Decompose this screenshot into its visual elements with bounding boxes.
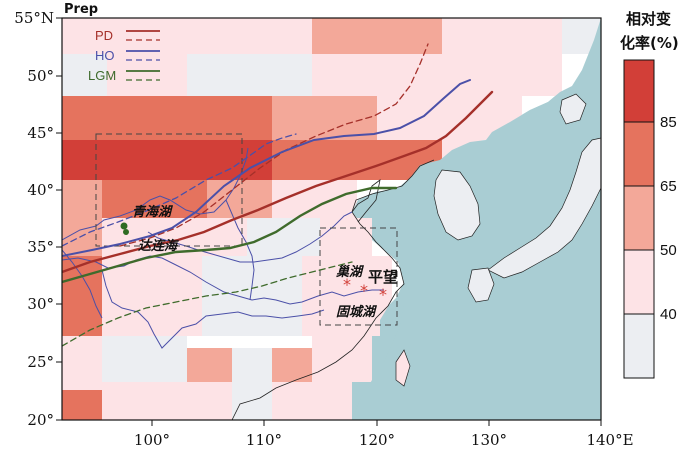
colorbar-label: 85: [660, 114, 677, 131]
lgm-solid-line: [62, 186, 398, 284]
label-dalianhai: 达连海: [138, 238, 179, 254]
qinghai-lake-marker: [120, 222, 128, 230]
lat-tick: 40°: [27, 181, 54, 199]
label-qinghai-lake: 青海湖: [132, 204, 174, 220]
lon-tick: 100°: [134, 431, 170, 449]
label-chaohu: 巢湖: [335, 264, 365, 280]
korea-cell: [433, 169, 481, 241]
lon-tick: 140°E: [586, 431, 633, 449]
lat-tick: 30°: [27, 295, 54, 313]
lat-tick: 50°: [27, 67, 54, 85]
map-frame: [61, 17, 602, 421]
legend-label-ho: HO: [95, 48, 115, 63]
monsoon-lines: [62, 43, 494, 347]
lat-tick: 25°: [27, 353, 54, 371]
guchenghu-marker: *: [360, 281, 368, 300]
admin-boundaries: [62, 147, 384, 349]
lon-labels: 100° 110° 120° 130° 140°E: [134, 431, 634, 449]
colorbar-title-line1: 相对变: [626, 10, 671, 28]
dalianhai-marker: [123, 229, 129, 235]
lon-tick: 130°: [471, 431, 507, 449]
lat-tick: 45°: [27, 124, 54, 142]
lon-tick: 120°: [359, 431, 395, 449]
ho-solid-line: [62, 79, 471, 257]
legend-label-lgm: LGM: [88, 68, 116, 83]
coastline: [231, 159, 435, 420]
legend-label-pd: PD: [95, 28, 113, 43]
label-pingwang: 平望: [368, 268, 398, 286]
chaohu-marker: *: [343, 275, 351, 294]
variable-label: Prep: [64, 2, 98, 17]
colorbar-title-line2: 化率(%): [620, 34, 679, 52]
colorbar-label: 65: [660, 178, 677, 195]
ho-dashed-line: [62, 133, 297, 247]
study-box-east: [319, 227, 398, 326]
japan-cell: [487, 137, 601, 279]
axis-ticks: [56, 17, 602, 426]
lgm-dashed-line: [62, 261, 353, 347]
label-guchenghu: 固城湖: [336, 304, 378, 320]
pd-dashed-line: [119, 43, 429, 247]
lon-tick: 110°: [246, 431, 282, 449]
study-box-west: [95, 133, 243, 247]
colorbar: 相对变 化率(%) 85 65 50 40: [620, 10, 679, 379]
lat-tick: 35°: [27, 238, 54, 256]
map-area: * * *: [62, 18, 601, 420]
pingwang-marker: *: [379, 285, 387, 304]
lat-labels: 20° 25° 30° 35° 40° 45° 50° 55°N: [14, 9, 54, 429]
lat-tick: 55°N: [14, 9, 54, 27]
line-legend: PD HO LGM: [88, 28, 160, 83]
colorbar-label: 40: [660, 306, 677, 323]
lat-tick: 20°: [27, 411, 54, 429]
colorbar-label: 50: [660, 242, 677, 259]
pd-solid-line: [62, 90, 494, 274]
